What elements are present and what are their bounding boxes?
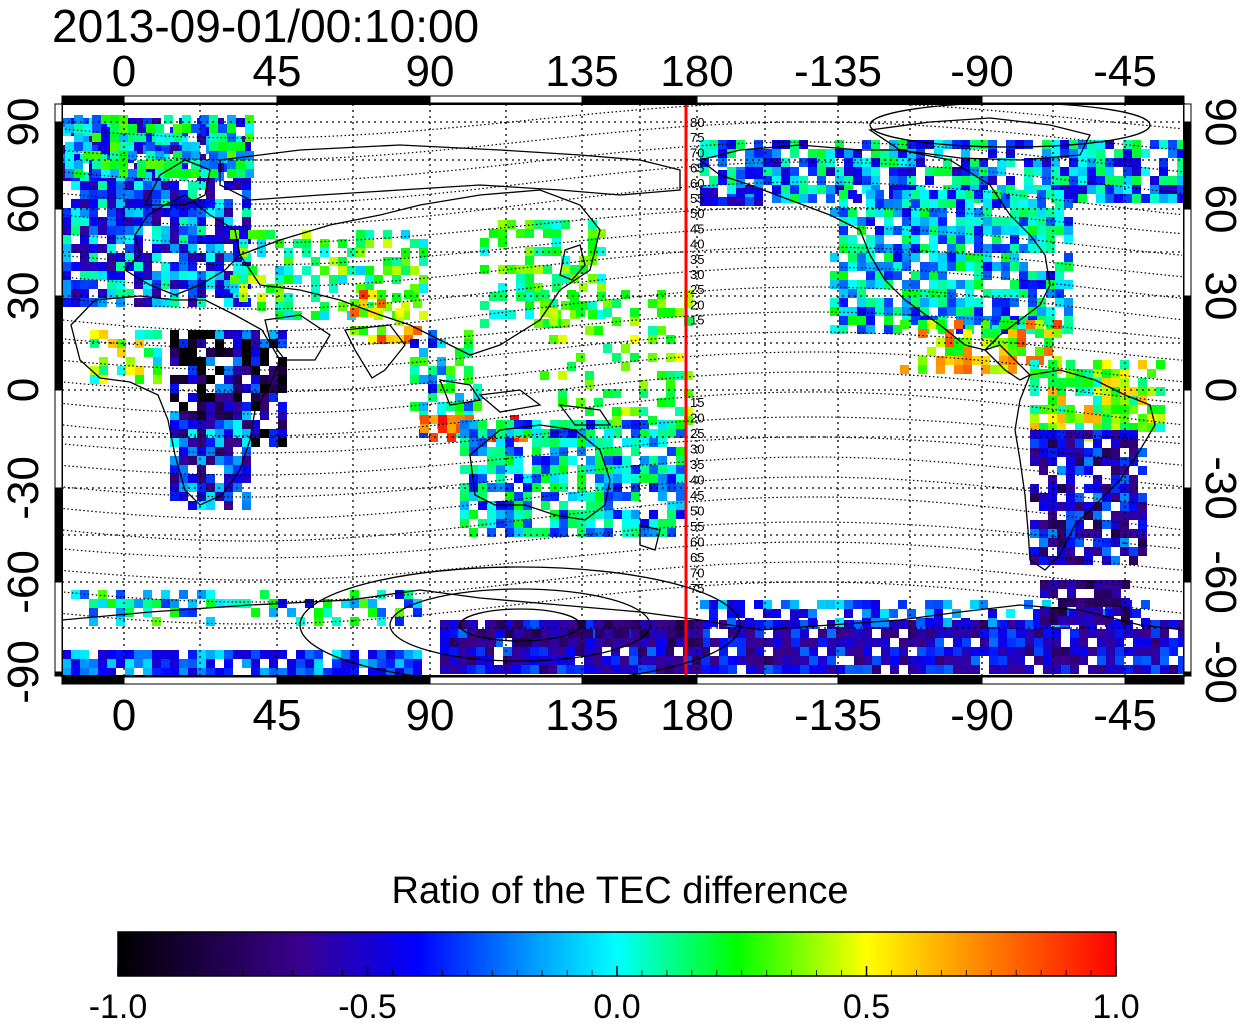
magnetic-contours	[62, 104, 1183, 625]
contour-label: 20	[690, 297, 704, 312]
lon-tick-bottom: 45	[253, 691, 302, 740]
contour-label: 45	[690, 488, 704, 503]
lat-tick-left: -60	[0, 550, 48, 614]
contour-label: 30	[690, 442, 704, 457]
contour-label: 60	[690, 176, 704, 191]
lat-tick-right: 30	[1196, 272, 1240, 321]
lon-tick-top: 180	[660, 47, 733, 96]
lat-tick-right: -30	[1196, 456, 1240, 520]
colorbar-tick-label: 0.0	[593, 988, 640, 1024]
contour-label: 15	[690, 313, 704, 328]
lon-tick-top: -135	[794, 47, 882, 96]
contour-label: 65	[690, 161, 704, 176]
contour-label: 25	[690, 426, 704, 441]
lon-tick-bottom: 180	[660, 691, 733, 740]
contour-label: 55	[690, 519, 704, 534]
tec-data-cells	[62, 115, 1184, 676]
contour-label: 80	[690, 115, 704, 130]
colorbar-ticks: -1.0 -0.5 0.0 0.5 1.0	[89, 966, 1140, 1024]
lon-tick-bottom: -135	[794, 691, 882, 740]
contour-label: 70	[690, 566, 704, 581]
contour-label: 25	[690, 282, 704, 297]
coastlines	[62, 117, 1184, 631]
contour-label: 65	[690, 550, 704, 565]
contour-label: 70	[690, 145, 704, 160]
contour-label: 35	[690, 457, 704, 472]
contour-label: 75	[690, 130, 704, 145]
colorbar-tick-label: 1.0	[1092, 988, 1139, 1024]
lon-tick-bottom: -90	[950, 691, 1014, 740]
lon-tick-top: 135	[545, 47, 618, 96]
contour-label: 50	[690, 206, 704, 221]
lat-tick-left: 0	[0, 378, 48, 402]
contour-label: 15	[690, 395, 704, 410]
lat-tick-left: -30	[0, 456, 48, 520]
lat-tick-left: -90	[0, 640, 48, 704]
colorbar-tick-label: -0.5	[338, 988, 397, 1024]
colorbar-tick-label: -1.0	[89, 988, 148, 1024]
lon-tick-bottom: 90	[406, 691, 455, 740]
timestamp-title: 2013-09-01/00:10:00	[52, 0, 480, 52]
lat-tick-right: 60	[1196, 185, 1240, 234]
contour-label: 45	[690, 221, 704, 236]
tick-labels: 0 45 90 135 180 -135 -90 -450 45 90 135 180 -135 -90-…	[0, 47, 1240, 740]
contour-label: 40	[690, 237, 704, 252]
colorbar-label: Ratio of the TEC difference	[391, 870, 849, 912]
lon-tick-top: -45	[1093, 47, 1157, 96]
contour-label: 20	[690, 411, 704, 426]
contour-labels: 8075706560555045403530252015152025303540…	[690, 115, 704, 596]
contour-label: 60	[690, 535, 704, 550]
lon-tick-bottom: 135	[545, 691, 618, 740]
contour-label: 55	[690, 191, 704, 206]
lon-tick-bottom: 0	[112, 691, 136, 740]
lat-tick-left: 60	[0, 185, 48, 234]
axis-bars	[54, 95, 1192, 685]
lat-tick-right: 90	[1196, 98, 1240, 147]
lat-tick-left: 30	[0, 272, 48, 321]
contour-label: 40	[690, 473, 704, 488]
lon-tick-bottom: -45	[1093, 691, 1157, 740]
lat-tick-right: -60	[1196, 550, 1240, 614]
lat-tick-left: 90	[0, 98, 48, 147]
lon-tick-top: 45	[253, 47, 302, 96]
contour-label: 75	[690, 581, 704, 596]
lat-tick-right: -90	[1196, 640, 1240, 704]
colorbar-tick-label: 0.5	[843, 988, 890, 1024]
contour-label: 50	[690, 504, 704, 519]
contour-label: 30	[690, 267, 704, 282]
contour-label: 35	[690, 252, 704, 267]
lon-tick-top: 90	[406, 47, 455, 96]
lon-tick-top: 0	[112, 47, 136, 96]
lon-tick-top: -90	[950, 47, 1014, 96]
lat-tick-right: 0	[1196, 378, 1240, 402]
